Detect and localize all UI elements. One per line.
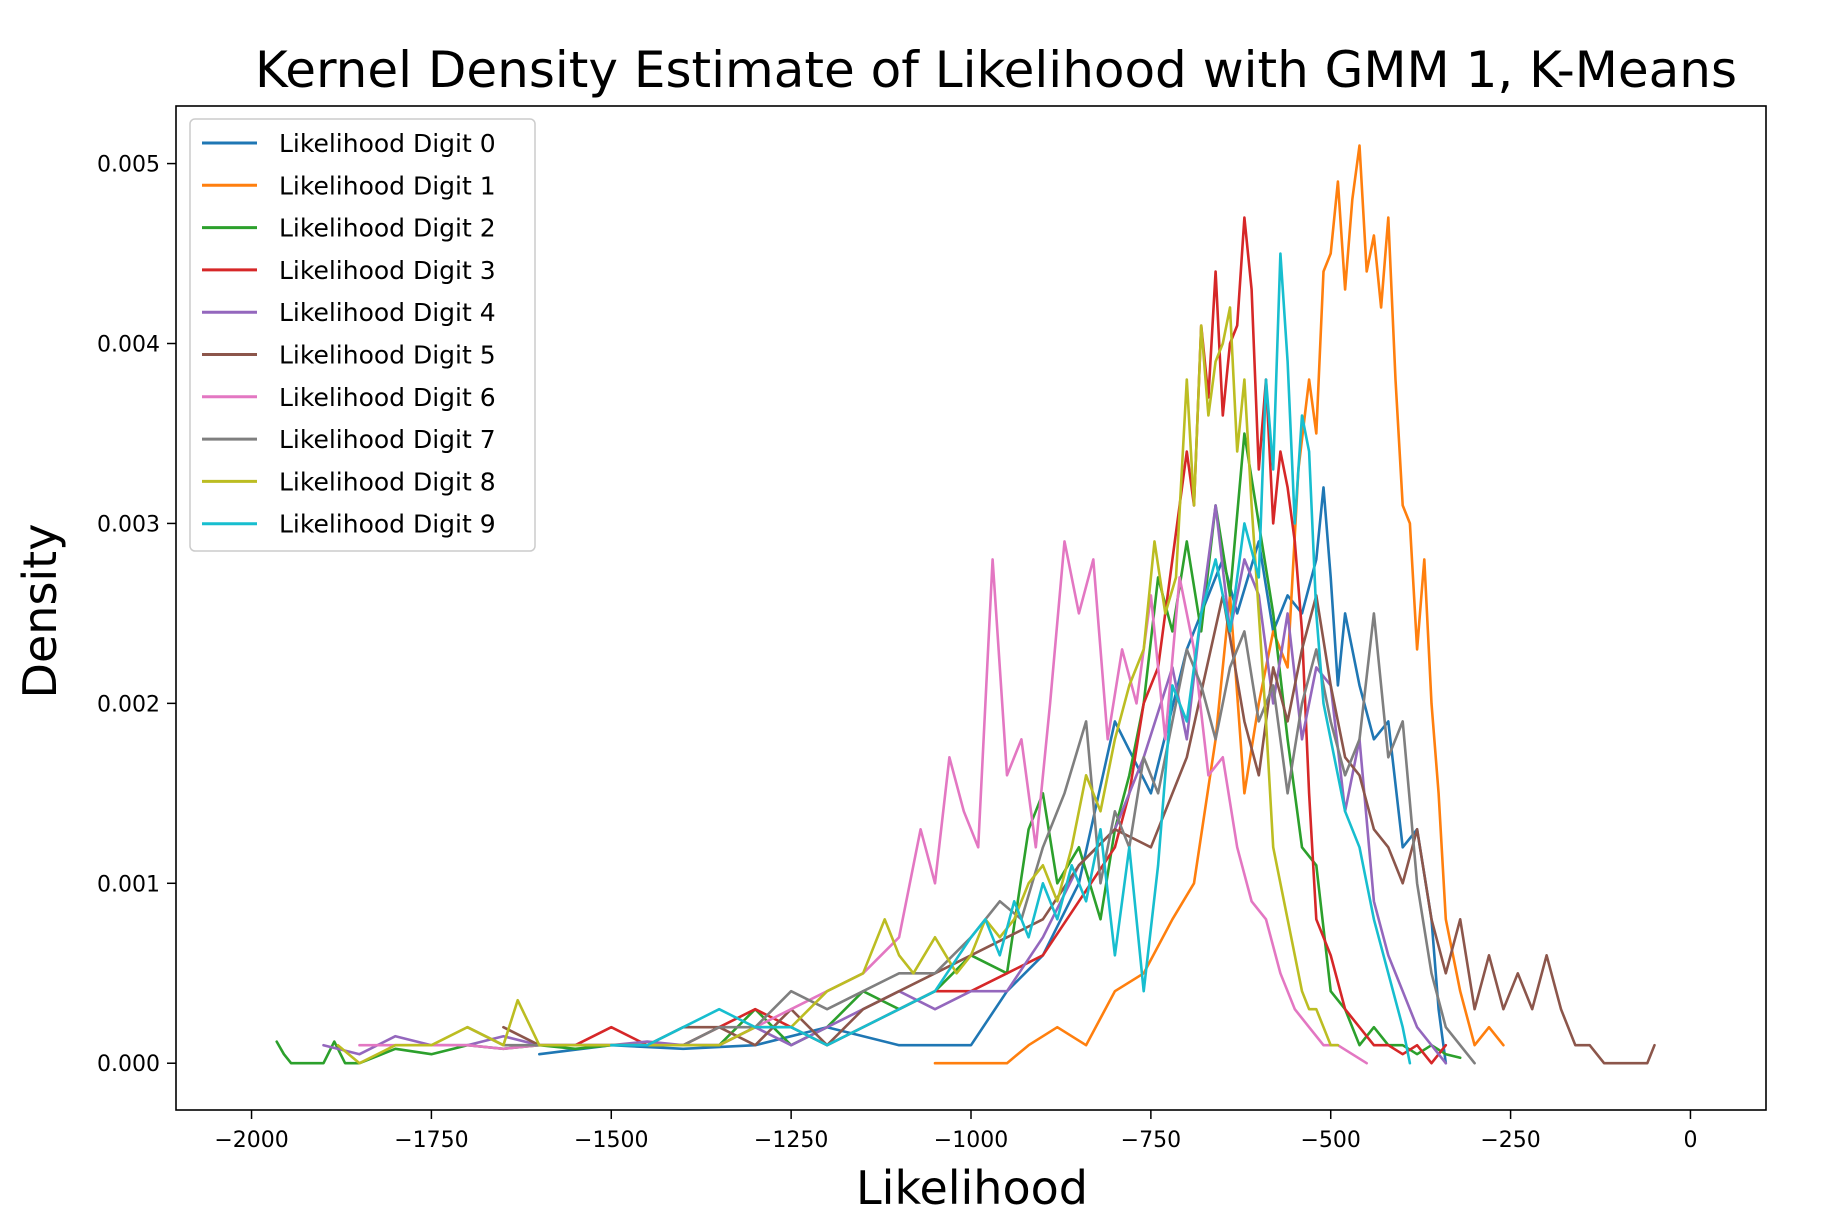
- legend-label-digit-4: Likelihood Digit 4: [279, 298, 496, 327]
- y-tick-label: 0.000: [97, 1052, 160, 1077]
- plot-area: −2000 −1750 −1500 −1250 −1000 −750 −500 −250 0 0.…: [97, 105, 1767, 1153]
- x-tick-label: −250: [1480, 1128, 1540, 1153]
- x-tick-label: −500: [1301, 1128, 1361, 1153]
- legend-label-digit-9: Likelihood Digit 9: [279, 510, 496, 539]
- legend-label-digit-2: Likelihood Digit 2: [279, 214, 496, 243]
- x-axis-title: Likelihood: [856, 1161, 1088, 1215]
- x-tick-label: −1500: [574, 1128, 648, 1153]
- x-tick-label: −1000: [934, 1128, 1008, 1153]
- series-line-digit-9: [609, 252, 1412, 1065]
- legend-label-digit-8: Likelihood Digit 8: [279, 467, 496, 496]
- legend-label-digit-7: Likelihood Digit 7: [279, 425, 496, 454]
- series-line-digit-7: [466, 612, 1476, 1065]
- chart-title: Kernel Density Estimate of Likelihood wi…: [255, 41, 1737, 99]
- y-tick-label: 0.001: [97, 872, 160, 897]
- y-tick-label: 0.003: [97, 512, 160, 537]
- y-tick-label: 0.002: [97, 692, 160, 717]
- series-line-digit-5: [502, 594, 1656, 1065]
- y-axis-title: Density: [13, 524, 67, 699]
- legend-label-digit-6: Likelihood Digit 6: [279, 383, 496, 412]
- y-tick-label: 0.004: [97, 333, 160, 358]
- legend-label-digit-3: Likelihood Digit 3: [279, 256, 496, 285]
- legend-label-digit-0: Likelihood Digit 0: [279, 129, 496, 158]
- x-tick-label: −2000: [214, 1128, 288, 1153]
- x-tick-label: 0: [1683, 1128, 1697, 1153]
- x-tick-label: −1750: [394, 1128, 468, 1153]
- x-tick-label: −750: [1121, 1128, 1181, 1153]
- legend-frame: [189, 118, 536, 552]
- legend-label-digit-1: Likelihood Digit 1: [279, 171, 496, 200]
- series-line-digit-2: [275, 432, 1462, 1065]
- legend-label-digit-5: Likelihood Digit 5: [279, 341, 496, 370]
- y-tick-label: 0.005: [97, 153, 160, 178]
- x-tick-label: −1250: [754, 1128, 828, 1153]
- series-line-digit-1: [933, 144, 1505, 1065]
- legend: Likelihood Digit 0 Likelihood Digit 1 Like…: [189, 118, 536, 552]
